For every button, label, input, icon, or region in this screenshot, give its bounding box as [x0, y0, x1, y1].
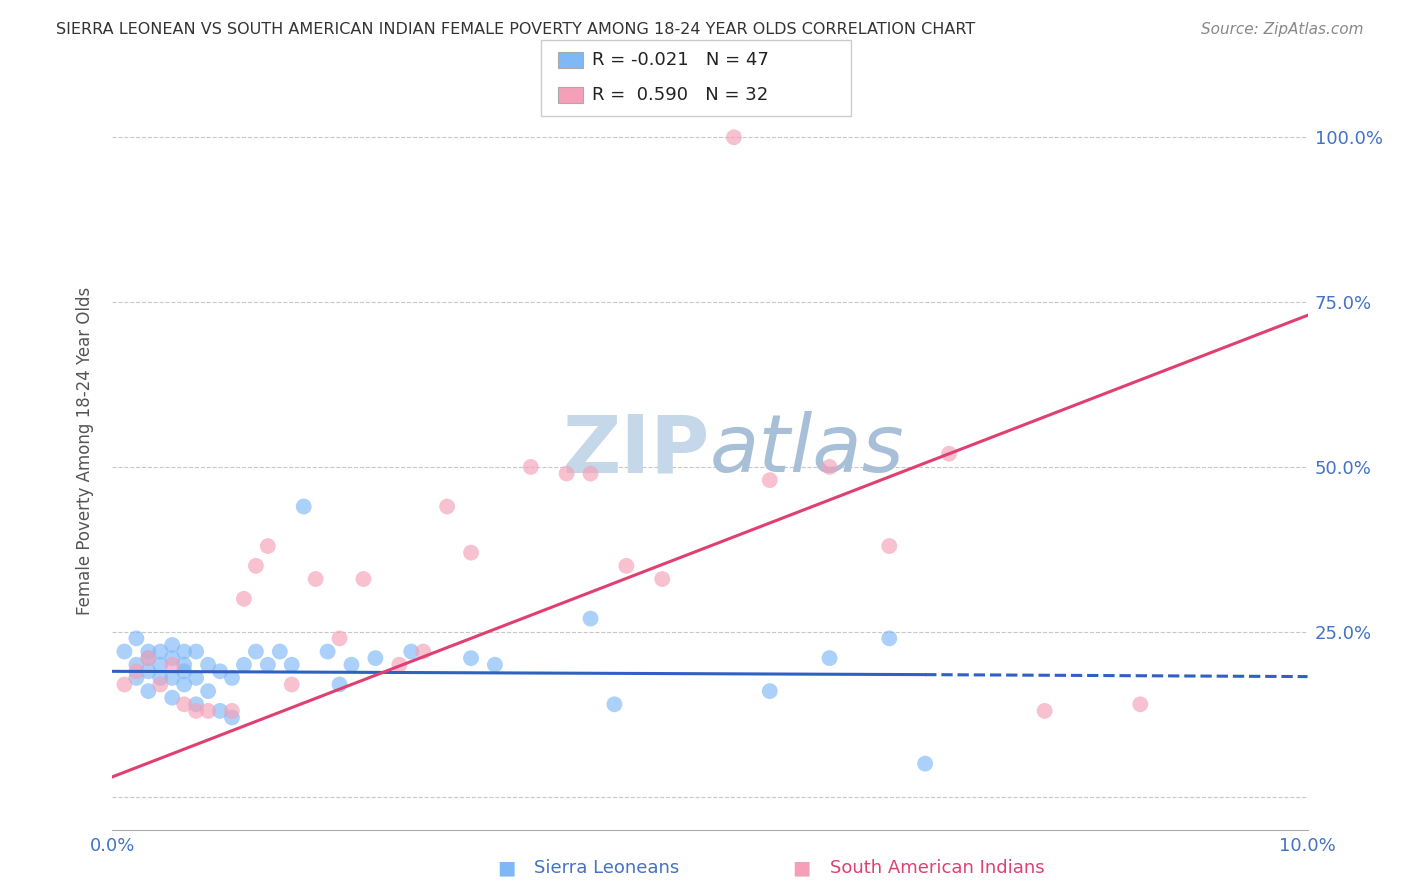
Point [818, 459, 841, 474]
Point [818, 651, 841, 665]
Point [759, 473, 782, 487]
Point [209, 704, 232, 718]
Point [316, 644, 339, 658]
Point [149, 657, 172, 672]
Point [114, 644, 135, 658]
Point [651, 572, 673, 586]
Text: South American Indians: South American Indians [830, 859, 1045, 877]
Point [138, 644, 160, 658]
Text: ZIP: ZIP [562, 411, 710, 490]
Point [616, 558, 638, 573]
Point [579, 611, 602, 625]
Point [257, 657, 280, 672]
Text: atlas: atlas [710, 411, 905, 490]
Point [914, 756, 936, 771]
Point [281, 677, 304, 691]
Point [138, 665, 160, 679]
Point [221, 704, 243, 718]
Point [233, 591, 256, 606]
Point [149, 644, 172, 658]
Point [412, 644, 434, 658]
Point [173, 698, 195, 712]
Point [186, 671, 208, 685]
Point [555, 467, 578, 481]
Point [209, 665, 232, 679]
Point [257, 539, 280, 553]
Point [340, 657, 363, 672]
Point [221, 671, 243, 685]
Point [723, 130, 745, 145]
Point [520, 459, 543, 474]
Point [125, 632, 148, 646]
Point [162, 671, 183, 685]
Point [938, 447, 960, 461]
Text: SIERRA LEONEAN VS SOUTH AMERICAN INDIAN FEMALE POVERTY AMONG 18-24 YEAR OLDS COR: SIERRA LEONEAN VS SOUTH AMERICAN INDIAN … [56, 22, 976, 37]
Point [759, 684, 782, 698]
Point [292, 500, 315, 514]
Point [173, 665, 195, 679]
Point [197, 684, 219, 698]
Text: Sierra Leoneans: Sierra Leoneans [534, 859, 679, 877]
Point [281, 657, 304, 672]
Text: R = -0.021   N = 47: R = -0.021 N = 47 [592, 51, 769, 69]
Point [125, 657, 148, 672]
Text: Source: ZipAtlas.com: Source: ZipAtlas.com [1201, 22, 1364, 37]
Point [329, 677, 352, 691]
Point [173, 644, 195, 658]
Point [879, 632, 901, 646]
Point [138, 651, 160, 665]
Point [162, 651, 183, 665]
Point [1033, 704, 1056, 718]
Point [484, 657, 506, 672]
Point [401, 644, 423, 658]
Point [125, 671, 148, 685]
Point [149, 677, 172, 691]
Point [233, 657, 256, 672]
Point [1129, 698, 1152, 712]
Point [269, 644, 291, 658]
Point [603, 698, 626, 712]
Point [460, 546, 482, 560]
Point [388, 657, 411, 672]
Point [305, 572, 328, 586]
Point [162, 690, 183, 705]
Point [329, 632, 352, 646]
Point [197, 657, 219, 672]
Point [879, 539, 901, 553]
Point [221, 710, 243, 724]
Point [186, 644, 208, 658]
Point [364, 651, 387, 665]
Point [149, 671, 172, 685]
Point [162, 638, 183, 652]
Point [353, 572, 375, 586]
Text: ■: ■ [792, 858, 811, 878]
Point [436, 500, 458, 514]
Point [138, 684, 160, 698]
Point [186, 698, 208, 712]
Point [197, 704, 219, 718]
Text: R =  0.590   N = 32: R = 0.590 N = 32 [592, 87, 768, 104]
Point [125, 665, 148, 679]
Point [173, 657, 195, 672]
Point [162, 657, 183, 672]
Point [186, 704, 208, 718]
Point [245, 644, 267, 658]
Point [460, 651, 482, 665]
Point [245, 558, 267, 573]
Text: ■: ■ [496, 858, 516, 878]
Y-axis label: Female Poverty Among 18-24 Year Olds: Female Poverty Among 18-24 Year Olds [76, 286, 94, 615]
Point [114, 677, 135, 691]
Point [579, 467, 602, 481]
Point [173, 677, 195, 691]
Point [138, 651, 160, 665]
